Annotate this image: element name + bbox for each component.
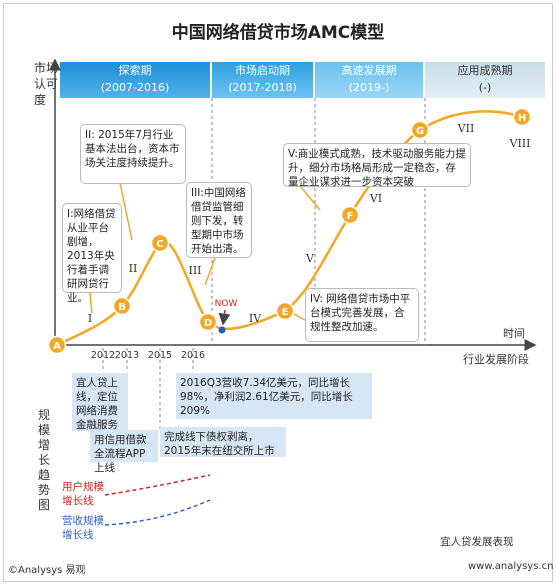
copyright: ©Analysys 易观 xyxy=(8,565,86,576)
curve-point xyxy=(340,205,360,225)
phase: 高速发展期 (2019-) xyxy=(315,62,423,98)
point-label: F xyxy=(347,211,354,222)
trend-label: 规模增长趋势图 xyxy=(38,408,51,512)
point-label: G xyxy=(416,126,424,137)
frame xyxy=(3,3,553,582)
stage-numeral: IV xyxy=(249,312,262,325)
now-arrow xyxy=(218,309,231,326)
phase: 应用成熟期 (-) xyxy=(425,62,545,98)
callout: I:网络借贷从业平台剧增，2013年央行着手调研网贷行业。 xyxy=(62,203,122,304)
callout: II: 2015年7月行业基本法出台，资本市场关注度持续提升。 xyxy=(80,124,186,184)
curve-point xyxy=(198,312,218,332)
stage-numeral: VII xyxy=(457,122,475,135)
point-label: A xyxy=(53,341,61,352)
user-trend-line xyxy=(104,474,211,496)
phase: 市场启动期 (2017-2018) xyxy=(212,62,313,98)
point-label: E xyxy=(282,307,289,318)
curve-point xyxy=(112,296,132,316)
revenue-trend-line xyxy=(104,499,211,526)
stage-axis-label: 行业发展阶段 xyxy=(463,353,529,366)
point-label: H xyxy=(518,113,526,124)
curve-point xyxy=(512,107,532,127)
milestone: 2016Q3营收7.34亿美元，同比增长98%，净利润2.61亿美元，同比增长2… xyxy=(176,373,372,419)
stage-numeral: III xyxy=(188,264,201,277)
stage-numeral: VIII xyxy=(509,137,531,150)
phase-period: (-) xyxy=(478,81,492,94)
curve-point xyxy=(275,301,295,321)
stage-numeral: VI xyxy=(369,192,382,205)
year-label: 2016 xyxy=(181,350,205,361)
point-label: B xyxy=(118,302,126,313)
curve-point xyxy=(410,120,430,140)
callout: V:商业模式成熟，技术驱动服务能力提升，细分市场格局形成一定稳态，存量企业谋求进… xyxy=(283,143,471,188)
time-label: 时间 xyxy=(503,327,525,340)
callout-pointers xyxy=(89,182,321,321)
phase-period: (2017-2018) xyxy=(228,81,297,94)
phase-period: (2019-) xyxy=(348,81,390,94)
year-label: 2015 xyxy=(148,350,172,361)
point-label: C xyxy=(156,239,163,250)
milestone: 用信用借款全流程APP上线 xyxy=(90,430,158,474)
year-label: 2012 xyxy=(91,350,115,361)
company-label: 宜人贷发展表现 xyxy=(440,536,514,548)
phase-name: 市场启动期 xyxy=(235,64,290,77)
phase-period: (2007-2016) xyxy=(100,81,170,94)
curve-point xyxy=(150,233,170,253)
stage-numeral: II xyxy=(129,262,138,275)
curve-point xyxy=(47,335,67,355)
callout: III:中国网络借贷监管细则下发，转型期中市场开始出清。 xyxy=(186,182,252,258)
stage-numeral: V xyxy=(305,252,315,265)
now-label: NOW xyxy=(215,299,238,309)
milestone: 宜人贷上线，定位网络消费金融服务 xyxy=(72,373,128,431)
callout: IV: 网络借贷市场中平台模式完善发展，合规性整改加速。 xyxy=(305,288,419,342)
now-dot xyxy=(218,326,226,334)
milestone: 完成线下债权剥离，2015年末在纽交所上市 xyxy=(160,427,286,457)
point-label: D xyxy=(204,318,212,329)
y-axis-label: 市场认可度 xyxy=(34,61,59,107)
legend-entry: 营收规模增长线 xyxy=(62,515,104,541)
stage-numeral: I xyxy=(88,312,92,325)
phase-name: 高速发展期 xyxy=(341,64,397,77)
year-label: 2013 xyxy=(115,350,139,361)
legend-entry: 用户规模增长线 xyxy=(62,481,104,507)
phase: 探索期 (2007-2016) xyxy=(60,62,210,98)
url: www.analysys.cn xyxy=(468,561,554,572)
phase-name: 探索期 xyxy=(118,64,152,77)
title: 中国网络借贷市场AMC模型 xyxy=(171,23,385,43)
phase-name: 应用成熟期 xyxy=(457,64,513,77)
